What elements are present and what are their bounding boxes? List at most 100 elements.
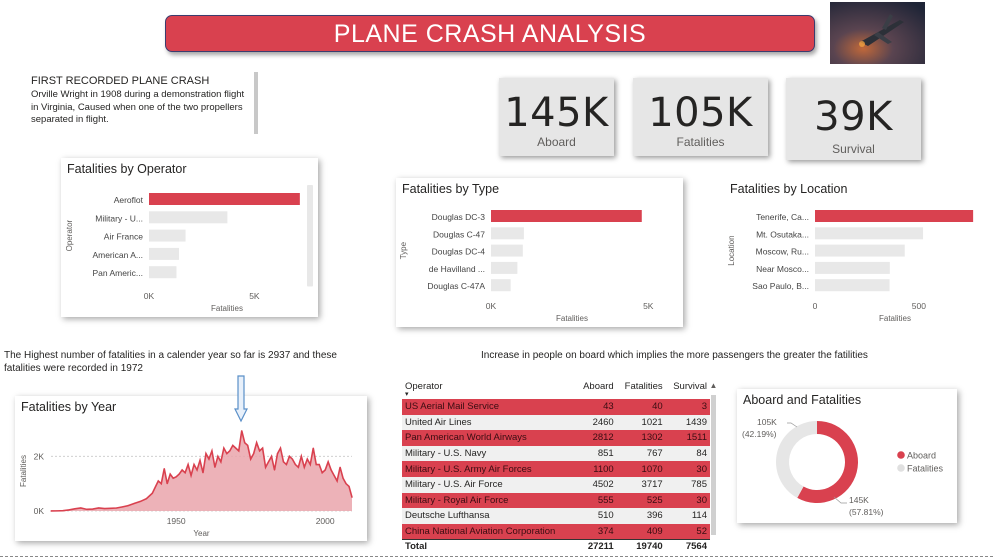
table-header-fatalities[interactable]: Fatalities xyxy=(624,381,663,392)
table-row[interactable]: United Air Lines 2460 1021 1439 xyxy=(402,414,710,431)
kpi-aboard-label: Aboard xyxy=(537,135,576,149)
table-cell: 114 xyxy=(665,508,710,524)
year-note: The Highest number of fatalities in a ca… xyxy=(4,350,337,374)
table-cell: 3717 xyxy=(616,476,666,493)
slice-pct-label: (42.19%) xyxy=(742,429,777,439)
data-point xyxy=(264,466,267,468)
table-cell: 409 xyxy=(616,523,666,540)
location-chart-title: Fatalities by Location xyxy=(730,182,848,196)
data-point xyxy=(226,453,228,455)
bar xyxy=(491,261,518,274)
y-tick-label: 2K xyxy=(34,451,45,461)
x-tick-label: 0K xyxy=(486,301,497,311)
kpi-fatalities-card[interactable]: 105K Fatalities xyxy=(633,78,768,156)
data-point xyxy=(256,442,258,444)
data-point xyxy=(202,472,204,474)
data-point xyxy=(297,466,299,468)
data-point xyxy=(339,466,341,468)
table-row[interactable]: Deutsche Lufthansa 510 396 114 xyxy=(402,508,710,524)
category-label: Pan Americ... xyxy=(92,268,143,278)
data-point xyxy=(50,510,52,512)
data-point xyxy=(324,469,326,471)
bar xyxy=(491,227,524,240)
kpi-survival-card[interactable]: 39K Survival xyxy=(786,78,921,160)
table-cell: 1070 xyxy=(616,461,666,477)
table-header-survival[interactable]: Survival xyxy=(673,381,707,392)
data-point xyxy=(127,504,130,507)
table-cell: 785 xyxy=(665,476,710,493)
x-tick-label: 1950 xyxy=(167,516,186,526)
data-point xyxy=(247,444,249,446)
y-tick-label: 0K xyxy=(34,506,45,516)
table-cell: 2812 xyxy=(575,430,617,446)
table-row[interactable]: Military - U.S. Navy 851 767 84 xyxy=(402,445,710,462)
x-axis-label: Fatalities xyxy=(556,314,588,323)
data-point xyxy=(145,498,147,500)
data-point xyxy=(217,455,219,457)
table-cell: 767 xyxy=(616,445,666,462)
data-point xyxy=(267,461,270,463)
arrow-down-icon xyxy=(234,375,248,423)
x-tick-label: 0K xyxy=(144,291,155,301)
category-label: de Havilland ... xyxy=(429,264,485,274)
kpi-fatalities-value: 105K xyxy=(648,90,753,136)
bar xyxy=(815,244,905,257)
year-chart-card[interactable]: Fatalities by Year 0K 2K 1950 2000 Year Fatal… xyxy=(15,396,367,541)
data-point xyxy=(172,477,174,479)
data-point xyxy=(285,463,288,466)
category-label: Douglas C-47 xyxy=(433,229,485,239)
category-label: Sao Paulo, B... xyxy=(752,281,809,291)
data-point xyxy=(110,507,112,509)
area-fill xyxy=(51,430,352,511)
table-cell: Pan American World Airways xyxy=(402,430,576,446)
donut-chart-card[interactable]: Aboard and Fatalities 145K (57.81%) 105K (4… xyxy=(737,389,957,523)
table-total-survival: 7564 xyxy=(665,538,710,554)
table-row[interactable]: Pan American World Airways 2812 1302 1511 xyxy=(402,430,710,446)
table-row[interactable]: China National Aviation Corporation 374 40… xyxy=(402,523,710,540)
legend-label: Fatalities xyxy=(907,464,944,474)
data-point xyxy=(351,496,353,498)
table-cell: 2460 xyxy=(575,414,617,431)
divider xyxy=(254,72,258,134)
y-axis-label: Type xyxy=(399,241,408,259)
y-axis-label: Location xyxy=(727,235,736,265)
page-bottom-border xyxy=(0,556,993,557)
scroll-up-icon[interactable]: ▲ xyxy=(709,381,718,390)
slice-value-label: 105K xyxy=(757,417,777,427)
data-point xyxy=(291,458,293,460)
table-cell: 4502 xyxy=(575,476,617,493)
table-cell: Military - Royal Air Force xyxy=(402,492,576,509)
type-chart-card[interactable]: Fatalities by Type Douglas DC-3 Douglas C… xyxy=(396,178,683,327)
kpi-fatalities-label: Fatalities xyxy=(676,135,725,149)
table-header-aboard[interactable]: Aboard xyxy=(583,381,614,392)
legend-marker xyxy=(897,451,905,459)
donut-slice xyxy=(776,421,817,498)
operator-chart-card[interactable]: Fatalities by Operator Aeroflot Military … xyxy=(61,158,318,317)
data-point xyxy=(166,483,168,485)
data-point xyxy=(139,500,142,503)
data-point xyxy=(318,463,320,466)
table-scrollbar[interactable]: ▲ xyxy=(709,381,718,541)
table-row[interactable]: US Aerial Mail Service 43 40 3 xyxy=(402,399,710,415)
slice-pct-label: (57.81%) xyxy=(849,507,884,517)
table-cell: 374 xyxy=(575,523,617,540)
table-header-operator[interactable]: Operator ▾ xyxy=(405,381,443,398)
kpi-aboard-card[interactable]: 145K Aboard xyxy=(499,78,614,156)
data-point xyxy=(312,447,314,449)
scroll-thumb[interactable] xyxy=(711,395,716,535)
data-point xyxy=(193,463,195,466)
data-point xyxy=(238,450,240,452)
data-point xyxy=(327,461,329,463)
operator-table-card[interactable]: Operator ▾ Aboard Fatalities Survival US … xyxy=(398,377,720,555)
table-row[interactable]: Military - Royal Air Force 555 525 30 xyxy=(402,492,710,509)
data-point xyxy=(279,447,282,449)
legend-marker xyxy=(897,464,905,472)
table-cell: United Air Lines xyxy=(402,414,576,431)
x-axis-label: Fatalities xyxy=(879,314,911,323)
table-cell: 52 xyxy=(665,523,710,540)
table-row[interactable]: Military - U.S. Army Air Forces 1100 1070 3… xyxy=(402,461,710,477)
category-label: Moscow, Ru... xyxy=(756,247,809,257)
data-point xyxy=(92,508,94,510)
table-row[interactable]: Military - U.S. Air Force 4502 3717 785 xyxy=(402,476,710,493)
data-point xyxy=(178,473,180,475)
